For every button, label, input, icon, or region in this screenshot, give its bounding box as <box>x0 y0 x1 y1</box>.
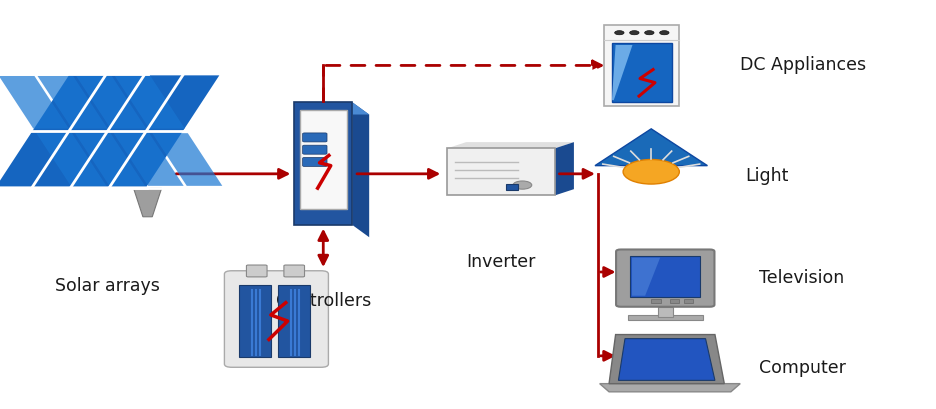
Polygon shape <box>447 142 573 148</box>
FancyBboxPatch shape <box>239 285 271 357</box>
FancyBboxPatch shape <box>615 249 713 307</box>
Polygon shape <box>352 102 369 237</box>
FancyBboxPatch shape <box>302 157 327 166</box>
Polygon shape <box>0 74 223 188</box>
Circle shape <box>629 31 638 35</box>
Circle shape <box>622 160 679 184</box>
Polygon shape <box>611 45 632 100</box>
Polygon shape <box>37 76 108 128</box>
FancyBboxPatch shape <box>447 148 554 196</box>
FancyBboxPatch shape <box>651 299 660 303</box>
Polygon shape <box>113 133 183 186</box>
Polygon shape <box>75 133 145 186</box>
FancyBboxPatch shape <box>246 265 267 277</box>
Polygon shape <box>0 76 69 128</box>
Polygon shape <box>594 129 707 166</box>
FancyBboxPatch shape <box>683 299 693 303</box>
Polygon shape <box>599 384 739 392</box>
FancyBboxPatch shape <box>669 299 679 303</box>
FancyBboxPatch shape <box>604 25 679 106</box>
FancyBboxPatch shape <box>629 256 699 297</box>
Text: Television: Television <box>758 269 843 287</box>
Polygon shape <box>76 76 146 128</box>
FancyBboxPatch shape <box>657 307 672 317</box>
FancyBboxPatch shape <box>505 184 517 191</box>
FancyBboxPatch shape <box>302 133 327 142</box>
FancyBboxPatch shape <box>224 271 328 367</box>
Polygon shape <box>554 142 573 196</box>
Polygon shape <box>133 188 161 217</box>
FancyBboxPatch shape <box>278 285 310 357</box>
Circle shape <box>644 31 653 35</box>
Circle shape <box>513 181 532 189</box>
FancyBboxPatch shape <box>294 102 352 225</box>
FancyBboxPatch shape <box>284 265 304 277</box>
Polygon shape <box>631 258 659 296</box>
Polygon shape <box>153 133 222 186</box>
Polygon shape <box>37 133 107 186</box>
Circle shape <box>614 31 623 35</box>
FancyBboxPatch shape <box>300 110 346 209</box>
FancyBboxPatch shape <box>302 145 327 154</box>
Circle shape <box>659 31 668 35</box>
Text: Solar arrays: Solar arrays <box>55 277 160 295</box>
Text: Controllers: Controllers <box>275 292 371 310</box>
Text: DC Appliances: DC Appliances <box>739 56 866 74</box>
Text: Inverter: Inverter <box>466 253 535 271</box>
Text: Light: Light <box>744 167 787 185</box>
Text: Computer: Computer <box>758 359 845 377</box>
Polygon shape <box>611 43 671 102</box>
Polygon shape <box>115 76 184 128</box>
FancyBboxPatch shape <box>627 315 702 320</box>
Polygon shape <box>618 339 714 380</box>
Polygon shape <box>608 335 724 384</box>
Polygon shape <box>294 102 369 115</box>
